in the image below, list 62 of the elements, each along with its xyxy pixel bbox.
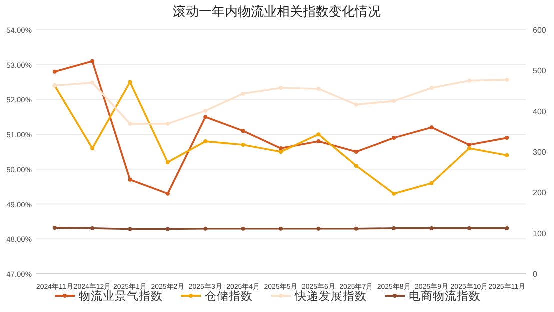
y2-tick-label: 0 bbox=[533, 270, 538, 279]
legend-label: 快递发展指数 bbox=[294, 289, 367, 303]
point bbox=[166, 227, 170, 232]
point bbox=[430, 126, 434, 130]
point bbox=[279, 226, 283, 231]
point bbox=[204, 108, 208, 113]
point bbox=[316, 140, 321, 144]
point bbox=[241, 143, 246, 148]
point bbox=[392, 136, 396, 140]
point bbox=[354, 150, 358, 154]
point bbox=[354, 226, 358, 231]
legend-label: 电商物流指数 bbox=[409, 289, 481, 303]
legend-label: 物流业景气指数 bbox=[79, 289, 163, 303]
point bbox=[90, 80, 95, 85]
point bbox=[52, 226, 57, 230]
point bbox=[354, 102, 358, 107]
point bbox=[467, 143, 472, 148]
point bbox=[279, 150, 283, 154]
point bbox=[467, 78, 472, 83]
point bbox=[204, 226, 208, 231]
legend-label: 仓储指数 bbox=[205, 290, 253, 303]
point bbox=[90, 146, 95, 151]
y2-tick-label: 100 bbox=[533, 229, 547, 238]
point bbox=[316, 86, 321, 91]
point bbox=[505, 136, 510, 140]
y2-tick-label: 200 bbox=[533, 188, 547, 198]
point bbox=[392, 226, 396, 230]
point bbox=[241, 226, 246, 231]
point bbox=[505, 78, 510, 82]
point bbox=[241, 92, 246, 96]
point bbox=[166, 192, 170, 196]
point bbox=[128, 122, 132, 126]
point bbox=[166, 160, 170, 164]
point bbox=[430, 86, 434, 90]
point bbox=[204, 140, 208, 144]
point bbox=[316, 132, 321, 137]
point bbox=[505, 226, 510, 230]
y2-tick-label: 300 bbox=[533, 148, 547, 157]
point bbox=[90, 226, 95, 230]
chart-title: 滚动一年内物流业相关指数变化情况 bbox=[173, 4, 381, 19]
point bbox=[279, 146, 283, 151]
point bbox=[467, 146, 472, 151]
point bbox=[430, 226, 434, 230]
point bbox=[316, 226, 321, 231]
point bbox=[505, 153, 510, 158]
y2-tick-label: 500 bbox=[533, 66, 547, 76]
y2-tick-label: 400 bbox=[533, 107, 547, 116]
y2-tick-label: 600 bbox=[533, 26, 547, 35]
point bbox=[128, 227, 132, 232]
point bbox=[52, 70, 57, 74]
point bbox=[241, 129, 246, 134]
point bbox=[392, 192, 396, 196]
point bbox=[90, 59, 95, 64]
point bbox=[279, 86, 283, 90]
point bbox=[128, 178, 132, 182]
point bbox=[467, 226, 472, 230]
point bbox=[354, 164, 358, 168]
point bbox=[204, 115, 208, 120]
point bbox=[166, 122, 170, 126]
point bbox=[392, 99, 396, 104]
point bbox=[430, 181, 434, 186]
point bbox=[128, 80, 132, 84]
